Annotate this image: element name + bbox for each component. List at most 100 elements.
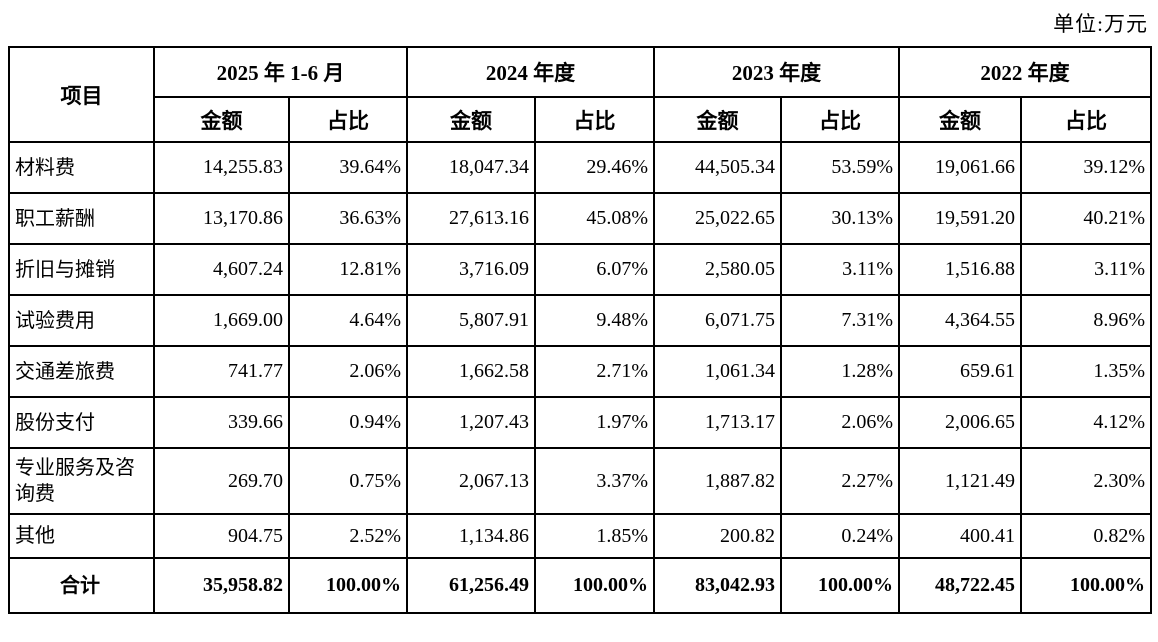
ratio-cell: 12.81% xyxy=(288,243,408,296)
amount-cell: 741.77 xyxy=(153,345,290,398)
ratio-cell: 9.48% xyxy=(534,294,655,347)
amount-cell: 14,255.83 xyxy=(153,141,290,194)
cost-breakdown-table: 项目 2025 年 1-6 月 2024 年度 2023 年度 2022 年度 … xyxy=(8,46,1152,614)
amount-cell: 35,958.82 xyxy=(153,557,290,614)
row-label: 其他 xyxy=(8,513,155,559)
amount-cell: 269.70 xyxy=(153,447,290,515)
amount-cell: 18,047.34 xyxy=(406,141,536,194)
amount-cell: 659.61 xyxy=(898,345,1022,398)
ratio-cell: 30.13% xyxy=(780,192,900,245)
amount-cell: 6,071.75 xyxy=(653,294,782,347)
row-label: 试验费用 xyxy=(8,294,155,347)
ratio-header: 占比 xyxy=(534,96,655,143)
table-row: 试验费用 1,669.00 4.64% 5,807.91 9.48% 6,071.75 7.… xyxy=(8,294,1152,347)
table-row: 职工薪酬 13,170.86 36.63% 27,613.16 45.08% 25,022… xyxy=(8,192,1152,245)
ratio-cell: 7.31% xyxy=(780,294,900,347)
table-row: 材料费 14,255.83 39.64% 18,047.34 29.46% 44,505.… xyxy=(8,141,1152,194)
amount-cell: 19,061.66 xyxy=(898,141,1022,194)
ratio-cell: 4.64% xyxy=(288,294,408,347)
ratio-cell: 1.97% xyxy=(534,396,655,449)
ratio-cell: 40.21% xyxy=(1020,192,1152,245)
amount-cell: 2,580.05 xyxy=(653,243,782,296)
table-row: 折旧与摊销 4,607.24 12.81% 3,716.09 6.07% 2,580.05… xyxy=(8,243,1152,296)
amount-cell: 1,134.86 xyxy=(406,513,536,559)
ratio-cell: 4.12% xyxy=(1020,396,1152,449)
amount-cell: 83,042.93 xyxy=(653,557,782,614)
ratio-header: 占比 xyxy=(780,96,900,143)
row-label: 折旧与摊销 xyxy=(8,243,155,296)
row-label: 材料费 xyxy=(8,141,155,194)
ratio-cell: 2.52% xyxy=(288,513,408,559)
amount-cell: 19,591.20 xyxy=(898,192,1022,245)
ratio-cell: 0.94% xyxy=(288,396,408,449)
amount-cell: 1,887.82 xyxy=(653,447,782,515)
ratio-cell: 1.35% xyxy=(1020,345,1152,398)
period-header-2023: 2023 年度 xyxy=(653,46,900,98)
unit-label: 单位:万元 xyxy=(1053,12,1148,36)
ratio-cell: 6.07% xyxy=(534,243,655,296)
ratio-cell: 2.71% xyxy=(534,345,655,398)
period-header-2024: 2024 年度 xyxy=(406,46,655,98)
amount-cell: 25,022.65 xyxy=(653,192,782,245)
table-row: 交通差旅费 741.77 2.06% 1,662.58 2.71% 1,061.34 1.2… xyxy=(8,345,1152,398)
ratio-cell: 53.59% xyxy=(780,141,900,194)
ratio-cell: 2.06% xyxy=(288,345,408,398)
amount-cell: 200.82 xyxy=(653,513,782,559)
amount-cell: 904.75 xyxy=(153,513,290,559)
table-body: 材料费 14,255.83 39.64% 18,047.34 29.46% 44,505.… xyxy=(8,141,1152,614)
sub-header-row: 金额 占比 金额 占比 金额 占比 金额 占比 xyxy=(9,96,1152,143)
amount-cell: 339.66 xyxy=(153,396,290,449)
ratio-cell: 0.82% xyxy=(1020,513,1152,559)
ratio-cell: 45.08% xyxy=(534,192,655,245)
ratio-cell: 2.30% xyxy=(1020,447,1152,515)
ratio-cell: 36.63% xyxy=(288,192,408,245)
table-row: 股份支付 339.66 0.94% 1,207.43 1.97% 1,713.17 2.06… xyxy=(8,396,1152,449)
amount-cell: 13,170.86 xyxy=(153,192,290,245)
amount-cell: 2,067.13 xyxy=(406,447,536,515)
amount-cell: 44,505.34 xyxy=(653,141,782,194)
ratio-cell: 100.00% xyxy=(534,557,655,614)
row-label: 专业服务及咨询费 xyxy=(8,447,155,515)
amount-cell: 1,516.88 xyxy=(898,243,1022,296)
amount-cell: 1,121.49 xyxy=(898,447,1022,515)
ratio-cell: 1.28% xyxy=(780,345,900,398)
period-header-2022: 2022 年度 xyxy=(898,46,1152,98)
ratio-cell: 2.06% xyxy=(780,396,900,449)
amount-cell: 1,713.17 xyxy=(653,396,782,449)
ratio-cell: 0.24% xyxy=(780,513,900,559)
ratio-cell: 2.27% xyxy=(780,447,900,515)
amount-header: 金额 xyxy=(653,96,782,143)
row-label: 交通差旅费 xyxy=(8,345,155,398)
ratio-cell: 3.37% xyxy=(534,447,655,515)
amount-header: 金额 xyxy=(406,96,536,143)
amount-cell: 3,716.09 xyxy=(406,243,536,296)
amount-header: 金额 xyxy=(153,96,290,143)
amount-cell: 61,256.49 xyxy=(406,557,536,614)
group-header-row: 项目 2025 年 1-6 月 2024 年度 2023 年度 2022 年度 xyxy=(8,46,1152,143)
ratio-cell: 39.12% xyxy=(1020,141,1152,194)
ratio-cell: 0.75% xyxy=(288,447,408,515)
table-row: 其他 904.75 2.52% 1,134.86 1.85% 200.82 0.24% 400… xyxy=(8,513,1152,559)
amount-cell: 27,613.16 xyxy=(406,192,536,245)
ratio-cell: 1.85% xyxy=(534,513,655,559)
amount-cell: 1,662.58 xyxy=(406,345,536,398)
amount-cell: 2,006.65 xyxy=(898,396,1022,449)
amount-cell: 4,364.55 xyxy=(898,294,1022,347)
ratio-cell: 100.00% xyxy=(1020,557,1152,614)
total-row: 合计 35,958.82 100.00% 61,256.49 100.00% 83,042… xyxy=(8,557,1152,614)
ratio-cell: 3.11% xyxy=(1020,243,1152,296)
amount-cell: 1,061.34 xyxy=(653,345,782,398)
period-header-2025h1: 2025 年 1-6 月 xyxy=(153,46,408,98)
ratio-cell: 100.00% xyxy=(780,557,900,614)
ratio-cell: 8.96% xyxy=(1020,294,1152,347)
amount-cell: 48,722.45 xyxy=(898,557,1022,614)
ratio-cell: 3.11% xyxy=(780,243,900,296)
amount-cell: 1,207.43 xyxy=(406,396,536,449)
amount-cell: 4,607.24 xyxy=(153,243,290,296)
ratio-cell: 29.46% xyxy=(534,141,655,194)
row-label: 合计 xyxy=(8,557,155,614)
ratio-cell: 39.64% xyxy=(288,141,408,194)
ratio-cell: 100.00% xyxy=(288,557,408,614)
amount-header: 金额 xyxy=(898,96,1022,143)
